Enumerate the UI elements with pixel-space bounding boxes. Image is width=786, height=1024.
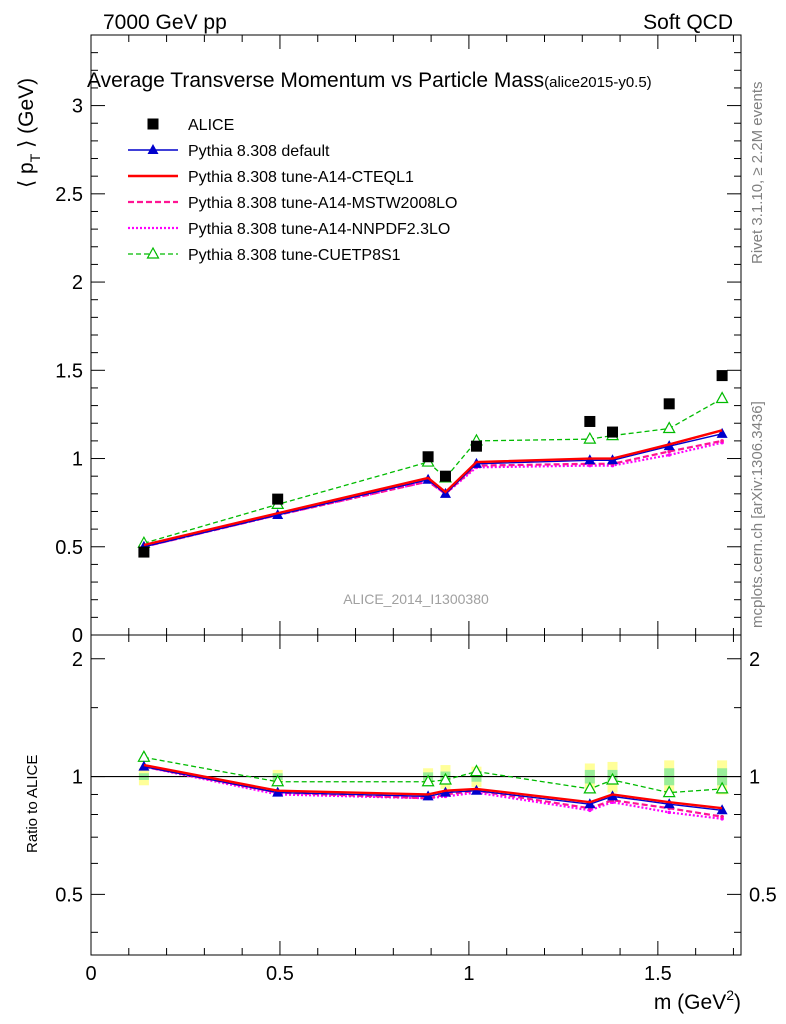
y-label-tail: ⟩ (GeV) bbox=[15, 78, 38, 154]
main-y-tick-label: 3 bbox=[72, 96, 83, 118]
ratio-point-mstw bbox=[720, 814, 724, 819]
legend: ALICE Pythia 8.308 default Pythia 8.308 tu… bbox=[128, 117, 457, 264]
legend-label: Pythia 8.308 default bbox=[188, 143, 330, 160]
main-point-cuetp8s1 bbox=[662, 421, 676, 434]
main-y-axis-label: ⟨ pT ⟩ (GeV) bbox=[15, 78, 43, 188]
header-right: Soft QCD bbox=[643, 11, 733, 34]
side-label-top: Rivet 3.1.10, ≥ 2.2M events bbox=[749, 82, 766, 265]
main-point-nnpdf bbox=[667, 453, 671, 457]
header-left: 7000 GeV pp bbox=[103, 11, 227, 34]
legend-entry-nnpdf: Pythia 8.308 tune-A14-NNPDF2.3LO bbox=[128, 221, 450, 238]
ratio-y-axis-label: Ratio to ALICE bbox=[24, 755, 41, 853]
ratio-y-tick-label-right: 1 bbox=[749, 767, 760, 789]
ratio-point-cuetp8s1 bbox=[271, 774, 285, 787]
legend-swatch-marker bbox=[147, 144, 159, 154]
chart-title-main: Average Transverse Momentum vs Particle … bbox=[87, 69, 544, 92]
x-label-main: m (GeV bbox=[654, 991, 726, 1014]
legend-entry-data: ALICE bbox=[147, 117, 234, 134]
analysis-watermark: ALICE_2014_I1300380 bbox=[343, 591, 489, 607]
main-point-mstw bbox=[720, 439, 724, 443]
ratio-line-cteql1 bbox=[143, 763, 723, 810]
ratio-y-tick-label: 0.5 bbox=[55, 884, 83, 906]
main-point-default bbox=[716, 427, 728, 438]
main-point-data bbox=[716, 370, 728, 382]
legend-label: Pythia 8.308 tune-CUETP8S1 bbox=[188, 247, 401, 264]
legend-label: Pythia 8.308 tune-A14-MSTW2008LO bbox=[188, 195, 457, 212]
main-y-tick-label: 2.5 bbox=[55, 184, 83, 206]
main-axis-ticks: 0 0.5 1 1.5 2 2.5 3 bbox=[55, 35, 741, 647]
y-label-main: ⟨ p bbox=[15, 162, 38, 188]
ratio-point-nnpdf bbox=[667, 810, 671, 815]
main-y-tick-label: 2 bbox=[72, 272, 83, 294]
ratio-panel-frame bbox=[90, 634, 742, 956]
main-point-mstw bbox=[667, 449, 671, 454]
ratio-y-tick-label: 1 bbox=[72, 767, 83, 789]
main-series-cuetp8s1 bbox=[137, 391, 729, 548]
main-series-default bbox=[138, 427, 728, 551]
ratio-point-cuetp8s1 bbox=[583, 781, 597, 794]
ratio-point-cuetp8s1 bbox=[421, 774, 435, 787]
x-tick-label: 1 bbox=[463, 963, 474, 985]
ratio-uncertainty-bands bbox=[91, 760, 741, 795]
main-point-data bbox=[422, 451, 434, 463]
main-series-group bbox=[137, 370, 729, 558]
ratio-point-cuetp8s1 bbox=[662, 785, 676, 798]
x-tick-label: 1.5 bbox=[644, 963, 672, 985]
main-point-data bbox=[470, 440, 482, 452]
main-point-data bbox=[272, 493, 284, 505]
ratio-axis-ticks: 0 0.5 1 1.5 0.5 0.5 1 1 2 2 bbox=[55, 635, 777, 985]
x-tick-label: 0.5 bbox=[266, 963, 294, 985]
legend-label: Pythia 8.308 tune-A14-CTEQL1 bbox=[188, 169, 414, 186]
main-y-tick-label: 1 bbox=[72, 449, 83, 471]
ratio-point-default bbox=[716, 804, 728, 815]
main-point-data bbox=[584, 415, 596, 427]
main-point-data bbox=[663, 398, 675, 410]
main-point-cuetp8s1 bbox=[583, 431, 597, 444]
ratio-line-nnpdf bbox=[143, 765, 723, 820]
legend-label: ALICE bbox=[188, 117, 234, 134]
legend-entry-default: Pythia 8.308 default bbox=[128, 143, 330, 160]
legend-swatch-marker bbox=[146, 246, 160, 259]
x-tick-label: 0 bbox=[85, 963, 96, 985]
ratio-y-tick-label-right: 0.5 bbox=[749, 884, 777, 906]
ratio-point-cuetp8s1 bbox=[605, 772, 620, 785]
main-series-cteql1 bbox=[143, 429, 723, 547]
x-label-sup: 2 bbox=[726, 987, 734, 1003]
x-axis-label: m (GeV2) bbox=[654, 987, 741, 1014]
main-series-data bbox=[138, 370, 728, 558]
ratio-series-cteql1 bbox=[143, 763, 723, 810]
ratio-point-cuetp8s1 bbox=[438, 772, 452, 785]
main-y-tick-label: 0.5 bbox=[55, 537, 83, 559]
ratio-point-cuetp8s1 bbox=[469, 764, 483, 777]
ratio-line-cuetp8s1 bbox=[143, 756, 723, 794]
ratio-y-tick-label-right: 2 bbox=[749, 649, 760, 671]
main-line-default bbox=[143, 433, 723, 548]
main-point-data bbox=[607, 426, 619, 438]
ratio-series-group bbox=[137, 750, 729, 821]
legend-entry-cuetp8s1: Pythia 8.308 tune-CUETP8S1 bbox=[128, 246, 401, 264]
y-label-sub: T bbox=[27, 153, 43, 162]
ratio-y-tick-label: 2 bbox=[72, 649, 83, 671]
main-point-data bbox=[439, 470, 451, 482]
legend-entry-cteql1: Pythia 8.308 tune-A14-CTEQL1 bbox=[128, 169, 414, 186]
legend-label: Pythia 8.308 tune-A14-NNPDF2.3LO bbox=[188, 221, 450, 238]
ratio-point-cuetp8s1 bbox=[715, 781, 729, 794]
main-point-cuetp8s1 bbox=[715, 391, 729, 404]
x-label-tail: ) bbox=[734, 991, 741, 1014]
chart-title-tag: (alice2015-y0.5) bbox=[544, 74, 652, 91]
ratio-point-cuetp8s1 bbox=[137, 750, 151, 762]
chart-title: Average Transverse Momentum vs Particle … bbox=[87, 69, 652, 92]
main-y-tick-label: 1.5 bbox=[55, 360, 83, 382]
legend-entry-mstw: Pythia 8.308 tune-A14-MSTW2008LO bbox=[128, 195, 457, 212]
legend-swatch-marker bbox=[147, 118, 159, 130]
main-line-cuetp8s1 bbox=[143, 397, 723, 544]
main-line-cteql1 bbox=[143, 429, 723, 547]
main-point-data bbox=[138, 546, 150, 558]
main-y-tick-label: 0 bbox=[72, 625, 83, 647]
side-label-bottom: mcplots.cern.ch [arXiv:1306.3436] bbox=[749, 401, 766, 628]
